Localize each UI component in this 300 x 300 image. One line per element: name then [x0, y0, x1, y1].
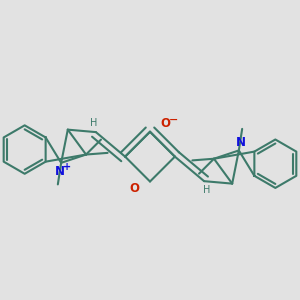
Text: O: O [160, 117, 170, 130]
Text: N: N [55, 165, 64, 178]
Text: N: N [236, 136, 245, 148]
Text: O: O [129, 182, 139, 195]
Text: H: H [203, 185, 211, 196]
Text: +: + [63, 162, 71, 172]
Text: H: H [89, 118, 97, 128]
Text: −: − [169, 115, 178, 125]
